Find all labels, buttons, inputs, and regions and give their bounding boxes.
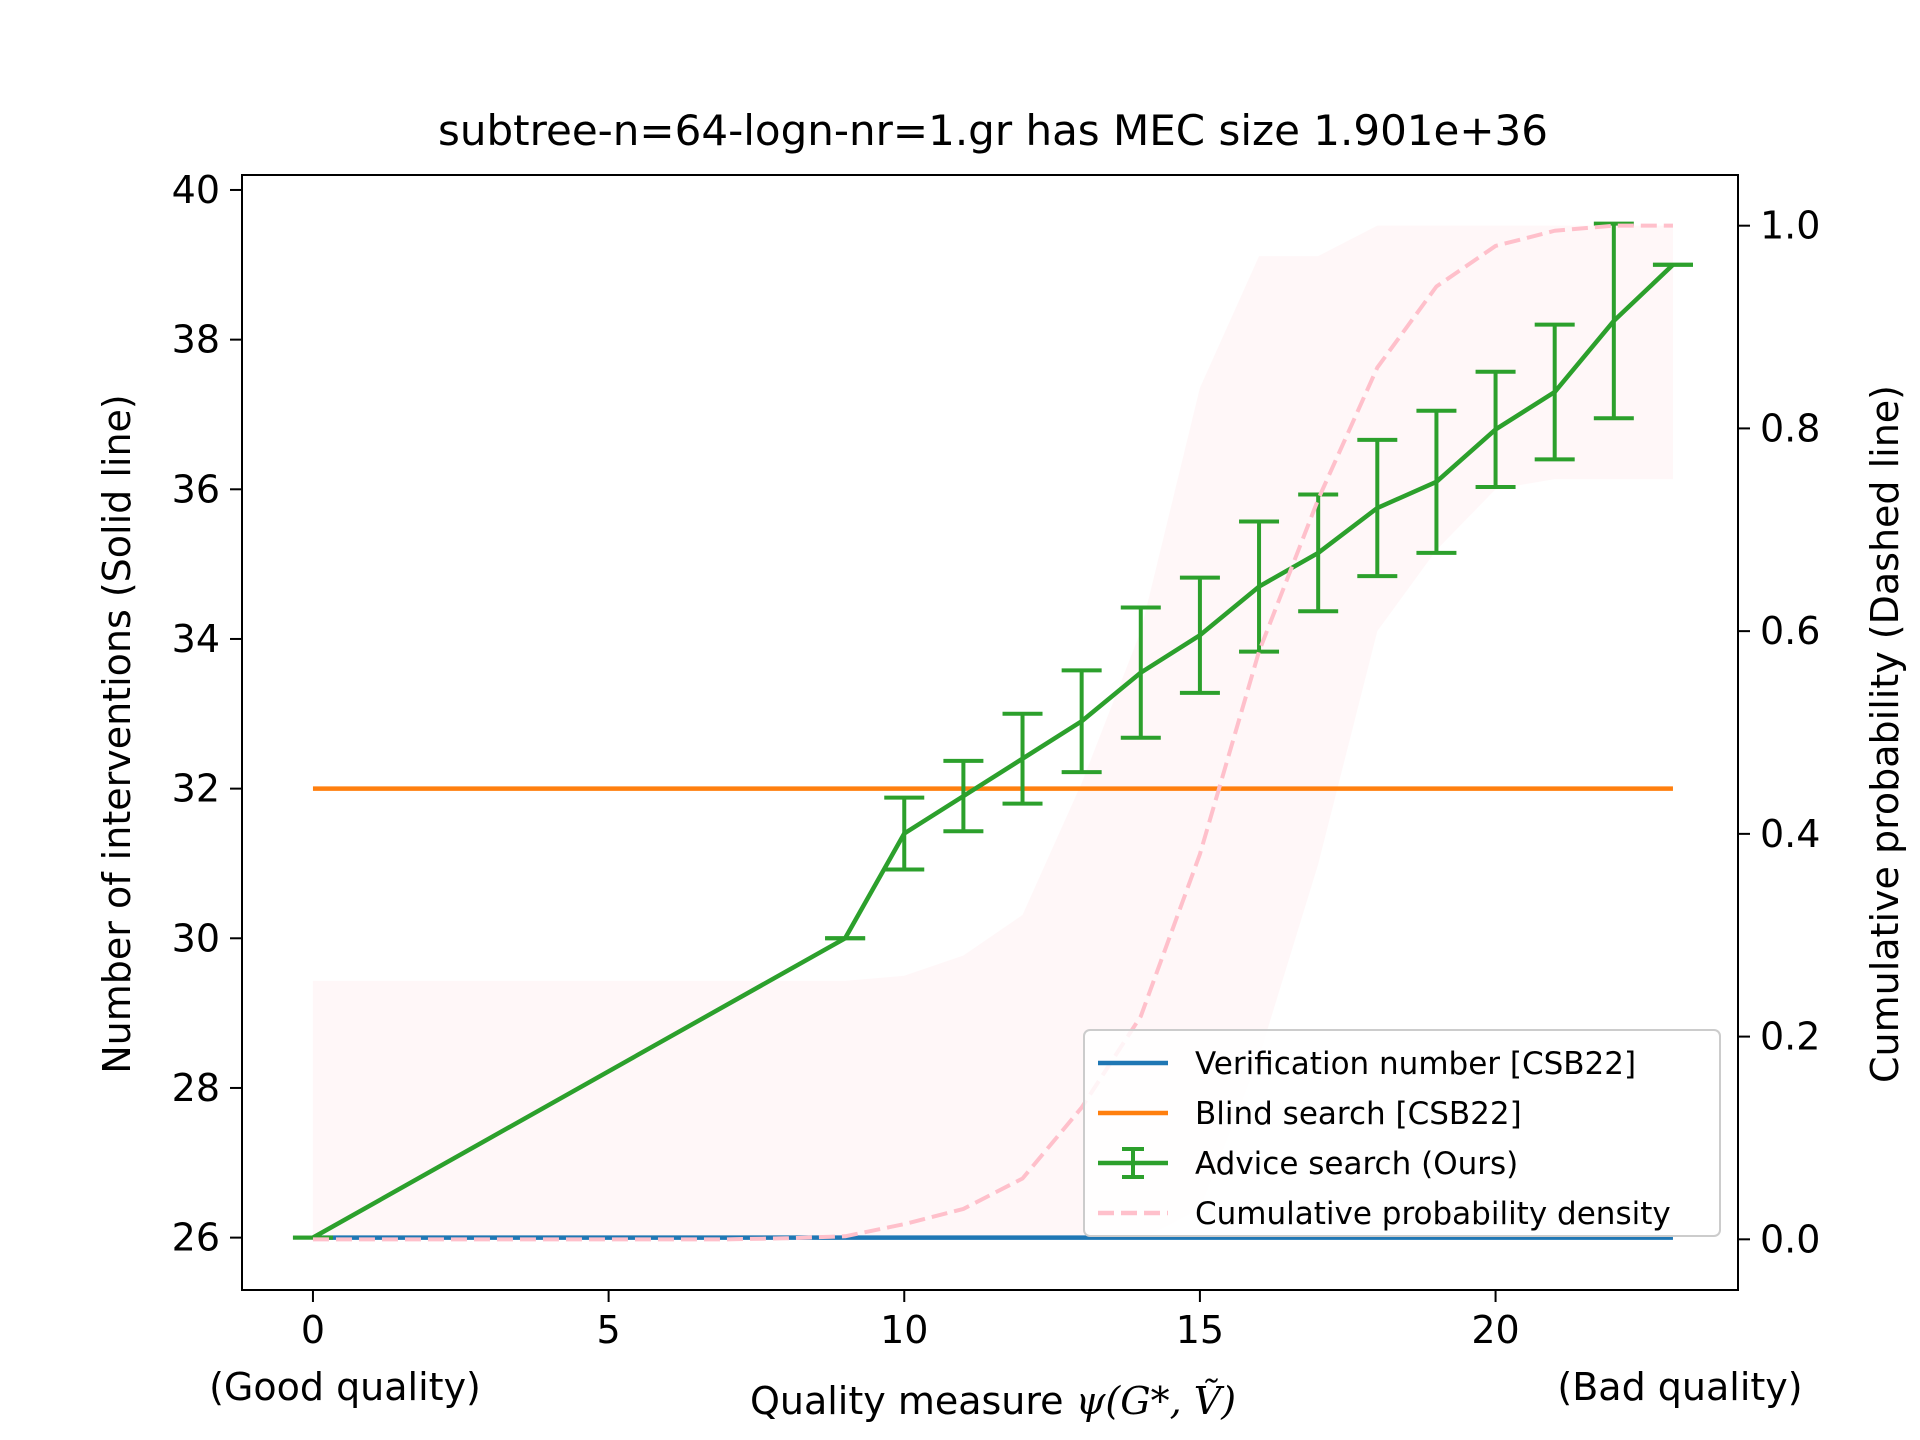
y-left-tick-label: 32 (172, 767, 220, 811)
y-left-tick-label: 26 (172, 1216, 220, 1260)
chart-title: subtree-n=64-logn-nr=1.gr has MEC size 1… (438, 106, 1548, 155)
y-left-tick-label: 34 (172, 617, 220, 661)
legend: Verification number [CSB22] Blind search … (1083, 1029, 1721, 1237)
y-axis-right-label: Cumulative probability (Dashed line) (1863, 385, 1907, 1083)
x-axis-label-math: ψ(G*, Ṽ) (1076, 1379, 1236, 1423)
y-right-tick-label: 0.4 (1760, 812, 1820, 856)
legend-label: Advice search (Ours) (1195, 1146, 1518, 1182)
probability-band-layer (312, 225, 1673, 1240)
y-right-tick-label: 0.2 (1760, 1015, 1820, 1059)
x-note-bad-quality: (Bad quality) (1557, 1365, 1802, 1409)
x-tick-label: 20 (1471, 1308, 1519, 1352)
legend-label: Cumulative probability density (1195, 1196, 1671, 1232)
x-tick-label: 15 (1176, 1308, 1224, 1352)
legend-box (1083, 1029, 1721, 1237)
x-tick-label: 0 (301, 1308, 325, 1352)
y-right-tick-label: 0.8 (1760, 406, 1820, 450)
x-tick-label: 10 (880, 1308, 928, 1352)
x-tick-label: 5 (597, 1308, 621, 1352)
y-axis-left-label: Number of interventions (Solid line) (95, 394, 139, 1074)
y-right-tick-label: 1.0 (1760, 204, 1820, 248)
y-right-tick-label: 0.6 (1760, 609, 1820, 653)
y-left-tick-label: 40 (172, 168, 220, 212)
plot-frame (241, 174, 1739, 1291)
legend-label: Verification number [CSB22] (1195, 1046, 1636, 1082)
y-left-tick-label: 28 (172, 1066, 220, 1110)
series-layer (292, 221, 1693, 1242)
legend-label: Blind search [CSB22] (1195, 1096, 1522, 1132)
tick-layer: 0 5 10 15 20 26 28 30 32 34 36 38 40 0.0 0.2 0.4 0.6 0.8 1… (172, 168, 1821, 1352)
y-left-tick-label: 38 (172, 318, 220, 362)
x-axis-label: Quality measure ψ(G*, Ṽ) (750, 1379, 1236, 1423)
y-left-tick-label: 30 (172, 916, 220, 960)
series-line (311, 263, 1675, 1240)
y-right-tick-label: 0.0 (1760, 1217, 1820, 1261)
probability-band (312, 225, 1673, 1240)
x-note-good-quality: (Good quality) (209, 1365, 481, 1409)
y-left-tick-label: 36 (172, 467, 220, 511)
x-axis-label-prefix: Quality measure (750, 1379, 1076, 1423)
